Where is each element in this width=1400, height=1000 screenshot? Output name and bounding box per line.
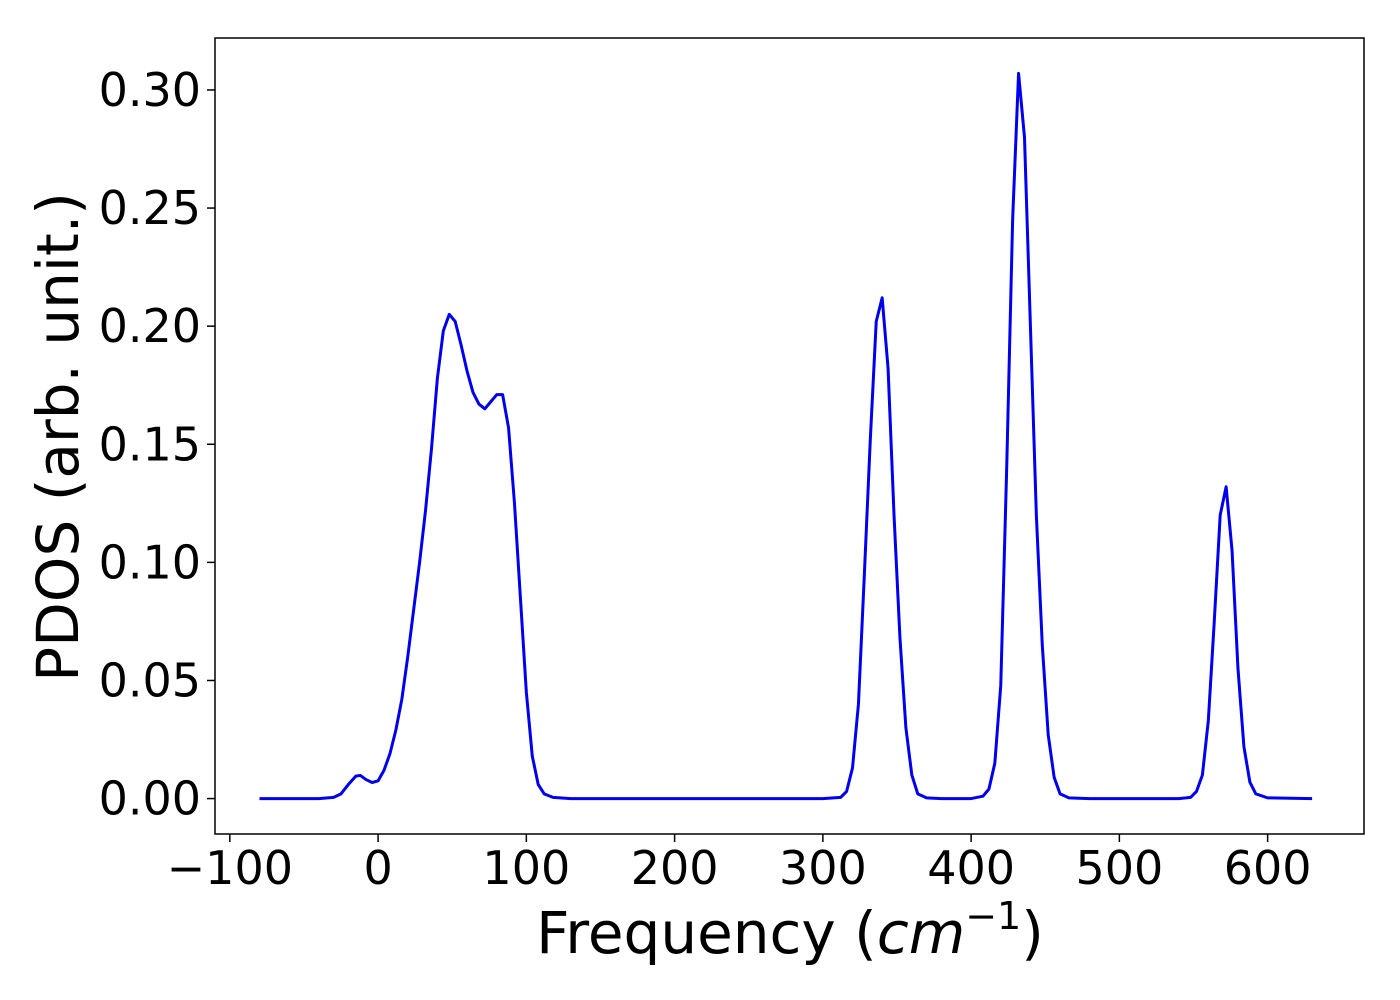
- y-axis-label: PDOS (arb. unit.): [24, 192, 92, 682]
- y-tick-label: 0.15: [99, 417, 201, 471]
- x-axis-label-text: Frequency (: [536, 899, 877, 967]
- x-tick-label: 100: [482, 841, 570, 895]
- y-tick-label: 0.05: [99, 653, 201, 707]
- y-tick-label: 0.00: [99, 772, 201, 826]
- y-tick-label: 0.10: [99, 535, 201, 589]
- x-axis-label-close: ): [1021, 899, 1044, 967]
- x-tick-label: −100: [167, 841, 293, 895]
- x-axis-label-superscript: −1: [965, 894, 1021, 938]
- x-tick-label: 400: [927, 841, 1015, 895]
- y-axis: 0.00 0.05 0.10 0.15 0.20 0.25 0.30: [99, 63, 215, 826]
- pdos-series-line: [259, 71, 1313, 801]
- x-axis-label: Frequency (cm−1): [536, 894, 1044, 967]
- plot-area-frame: [214, 37, 1365, 835]
- x-axis: −100 0 100 200 300 400 500 600: [167, 834, 1312, 895]
- y-tick-label: 0.25: [99, 181, 201, 235]
- x-tick-label: 500: [1075, 841, 1163, 895]
- y-tick-label: 0.20: [99, 299, 201, 353]
- y-tick-label: 0.30: [99, 63, 201, 117]
- x-tick-label: 200: [631, 841, 719, 895]
- x-axis-label-math: cm: [877, 899, 965, 967]
- x-tick-label: 600: [1224, 841, 1312, 895]
- x-tick-label: 0: [363, 841, 392, 895]
- x-tick-label: 300: [779, 841, 867, 895]
